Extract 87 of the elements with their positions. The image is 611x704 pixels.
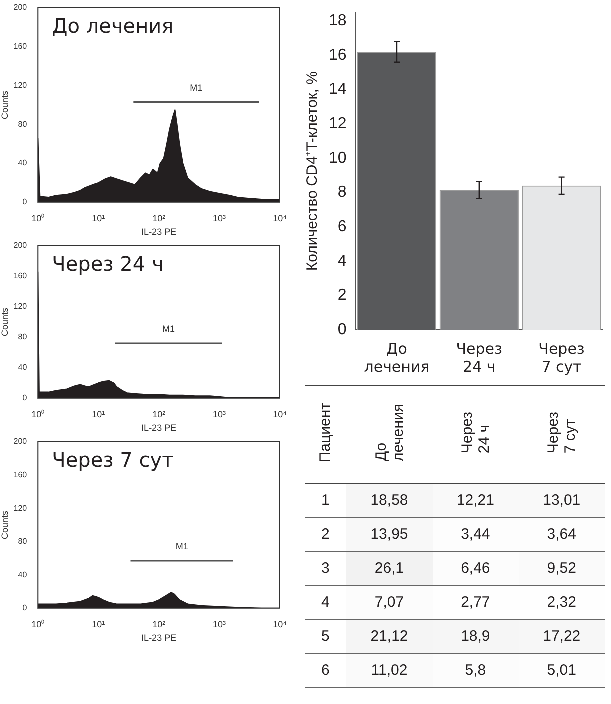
- data-label: 13,01: [518, 484, 605, 518]
- x-tick-label: 10⁴: [273, 619, 288, 630]
- x-tick-label: 10¹: [92, 619, 106, 630]
- x-tick-label: 10⁴: [273, 409, 288, 420]
- chart-title: Через 24 ч: [52, 252, 164, 276]
- y-tick-label: 160: [14, 272, 28, 281]
- data-label: 2,32: [518, 586, 605, 620]
- data-label: 3,64: [518, 518, 605, 552]
- y-tick-label: 18: [329, 12, 347, 30]
- y-tick-label: 200: [14, 437, 28, 446]
- y-tick-label: 10: [329, 150, 347, 167]
- x-tick-label: Через 24 ч: [458, 412, 493, 454]
- data-label: 5,8: [432, 654, 519, 688]
- data-label: 18,58: [346, 484, 433, 518]
- annotation: M1: [190, 82, 203, 93]
- x-tick-label: 10³: [213, 619, 226, 630]
- y-tick-label: 80: [18, 537, 28, 546]
- x-tick-label: 10³: [213, 409, 226, 420]
- y-axis-title: Counts: [0, 307, 10, 336]
- y-tick-label: 14: [329, 81, 347, 98]
- y-tick-label: 5: [305, 620, 346, 654]
- x-axis-title: IL-23 PE: [142, 227, 177, 238]
- y-tick-label: 16: [329, 46, 347, 64]
- chart-title: До лечения: [52, 14, 174, 38]
- y-axis-title: Количество CD4⁺T-клеток, %: [304, 71, 322, 272]
- y-tick-label: 120: [14, 80, 28, 90]
- y-tick-label: 40: [18, 570, 28, 580]
- y-tick-label: 4: [338, 252, 347, 270]
- y-tick-label: 80: [18, 120, 28, 129]
- y-tick-label: 120: [14, 504, 28, 513]
- data-label: 18,9: [432, 620, 519, 654]
- y-axis-title: Counts: [0, 510, 10, 540]
- y-tick-label: 160: [14, 42, 28, 52]
- x-tick-label: До лечения: [364, 340, 430, 376]
- data-label: 2,77: [432, 586, 519, 620]
- x-tick-label: 10²: [152, 409, 166, 420]
- y-tick-label: 0: [22, 604, 28, 613]
- x-tick-label: 10⁰: [32, 619, 45, 630]
- y-tick-label: 200: [14, 241, 28, 250]
- x-tick-label: Через 24 ч: [456, 340, 503, 376]
- chart-title: Через 7 сут: [52, 448, 174, 472]
- x-tick-label: 10²: [152, 619, 166, 630]
- x-tick-label: Через 7 сут: [544, 412, 579, 454]
- y-tick-label: 8: [338, 184, 347, 202]
- y-tick-label: 6: [338, 218, 347, 236]
- data-label: 9,52: [518, 552, 605, 586]
- y-tick-label: 40: [18, 363, 28, 372]
- x-tick-label: До лечения: [372, 404, 406, 462]
- x-tick-label: 10¹: [92, 213, 106, 224]
- x-axis-title: IL-23 PE: [142, 633, 177, 644]
- y-tick-label: 0: [22, 394, 28, 403]
- y-tick-label: 4: [305, 586, 346, 620]
- y-tick-label: 80: [18, 332, 28, 342]
- annotation: M1: [176, 541, 188, 552]
- annotation: M1: [162, 324, 176, 334]
- x-tick-label: 10¹: [92, 409, 106, 420]
- y-tick-label: 200: [14, 3, 28, 12]
- y-tick-label: 0: [338, 321, 347, 338]
- y-tick-label: 120: [14, 302, 28, 312]
- y-tick-label: 3: [305, 552, 346, 586]
- y-tick-label: 0: [22, 198, 28, 207]
- data-label: 3,44: [432, 518, 519, 552]
- y-tick-label: 2: [305, 518, 346, 552]
- x-tick-label: 10⁰: [32, 213, 45, 224]
- x-tick-label: 10⁴: [273, 213, 288, 224]
- data-label: 26,1: [346, 552, 433, 586]
- y-tick-label: 1: [305, 484, 346, 518]
- y-tick-label: 6: [305, 654, 346, 688]
- x-axis-title: IL-23 PE: [142, 423, 177, 434]
- y-axis-title: Пациент: [317, 402, 334, 462]
- data-label: 21,12: [346, 620, 433, 654]
- x-tick-label: 10²: [152, 213, 166, 224]
- x-tick-label: 10⁰: [32, 409, 45, 420]
- x-tick-label: 10³: [213, 213, 226, 224]
- data-label: 7,07: [346, 586, 433, 620]
- y-axis-title: Counts: [0, 90, 10, 120]
- x-tick-label: Через 7 сут: [538, 340, 585, 376]
- data-label: 13,95: [346, 518, 433, 552]
- y-tick-label: 2: [338, 287, 347, 304]
- data-label: 12,21: [432, 484, 519, 518]
- y-tick-label: 40: [18, 158, 28, 168]
- y-tick-label: 12: [329, 116, 347, 133]
- data-label: 11,02: [346, 654, 433, 688]
- data-label: 6,46: [432, 552, 519, 586]
- data-label: 17,22: [518, 620, 605, 654]
- data-label: 5,01: [518, 654, 605, 688]
- y-tick-label: 160: [14, 470, 28, 480]
